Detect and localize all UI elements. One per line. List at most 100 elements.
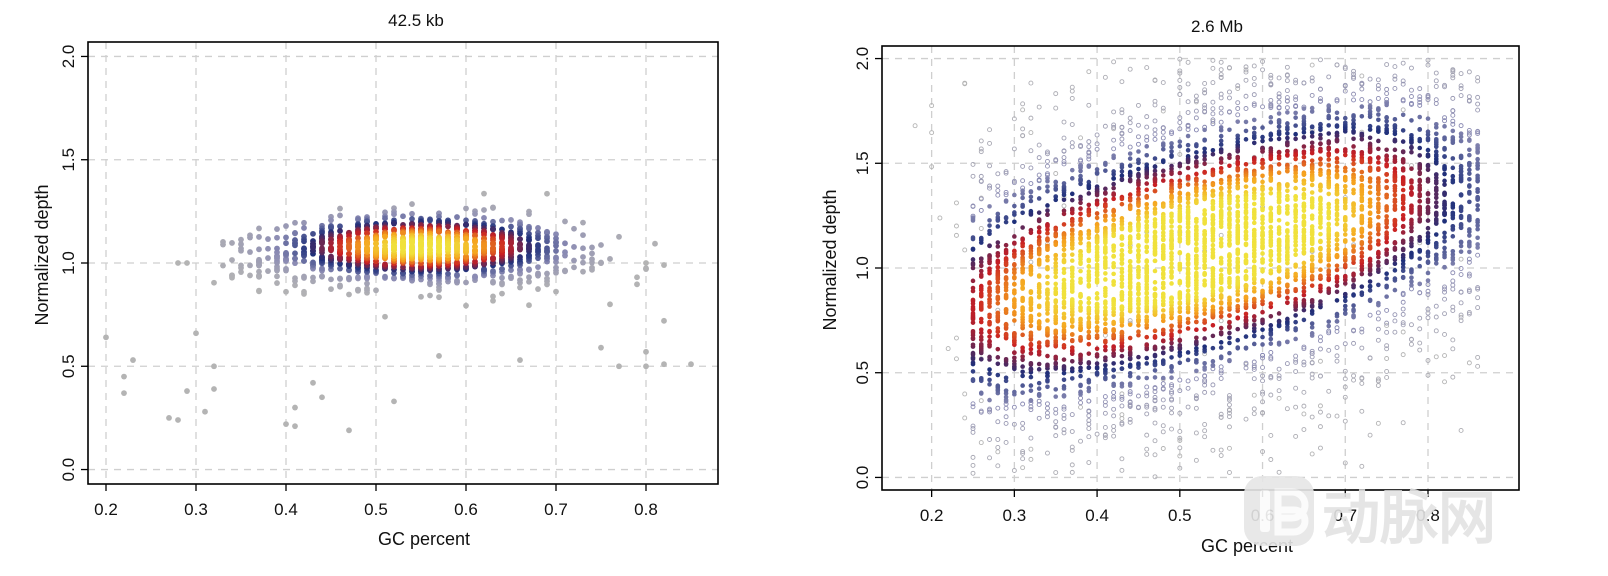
data-point bbox=[1036, 262, 1042, 267]
data-point bbox=[1309, 158, 1315, 163]
data-point bbox=[1003, 242, 1009, 248]
data-point bbox=[1127, 144, 1133, 150]
data-point bbox=[1061, 192, 1067, 198]
data-point bbox=[1351, 190, 1356, 196]
data-point bbox=[1160, 159, 1166, 165]
data-point bbox=[1309, 134, 1315, 139]
data-point bbox=[1136, 174, 1141, 179]
data-point bbox=[1384, 307, 1390, 313]
data-point bbox=[1078, 395, 1083, 401]
data-point bbox=[978, 240, 984, 245]
data-point bbox=[589, 264, 595, 271]
data-point bbox=[1409, 149, 1414, 155]
data-point bbox=[1433, 180, 1439, 186]
data-point bbox=[1227, 185, 1232, 190]
data-point bbox=[1458, 249, 1464, 254]
data-point bbox=[526, 237, 532, 244]
data-point bbox=[1185, 378, 1191, 384]
data-point bbox=[1301, 285, 1307, 291]
data-point bbox=[553, 248, 559, 254]
data-point bbox=[1326, 146, 1332, 152]
data-point bbox=[1417, 171, 1423, 177]
data-point bbox=[1309, 321, 1315, 326]
data-point bbox=[1045, 405, 1050, 411]
data-point bbox=[292, 219, 298, 226]
data-point bbox=[418, 293, 424, 300]
data-point bbox=[1417, 263, 1423, 269]
data-point bbox=[1243, 162, 1249, 167]
data-point bbox=[1400, 149, 1406, 155]
data-point bbox=[553, 231, 559, 238]
data-point bbox=[1285, 110, 1290, 115]
data-point bbox=[580, 268, 586, 275]
data-point bbox=[1069, 469, 1075, 475]
data-point bbox=[517, 266, 523, 273]
data-point bbox=[1103, 375, 1108, 380]
data-point bbox=[1094, 192, 1100, 198]
data-point bbox=[1210, 322, 1216, 328]
data-point bbox=[1227, 295, 1232, 301]
data-point bbox=[1069, 84, 1075, 90]
data-point bbox=[1194, 335, 1199, 341]
data-point bbox=[1392, 268, 1398, 273]
data-point bbox=[995, 192, 1001, 198]
data-point bbox=[1119, 177, 1125, 183]
data-point bbox=[1276, 124, 1282, 129]
data-point bbox=[1400, 196, 1406, 201]
data-point bbox=[1285, 142, 1290, 148]
data-point bbox=[1152, 328, 1158, 334]
data-point bbox=[1285, 316, 1290, 322]
data-point bbox=[661, 317, 667, 324]
data-point bbox=[1359, 207, 1365, 212]
data-point bbox=[1028, 346, 1034, 352]
data-point bbox=[1235, 149, 1241, 154]
data-point bbox=[1012, 355, 1017, 361]
data-point bbox=[1045, 266, 1050, 272]
data-point bbox=[1417, 256, 1423, 261]
data-point bbox=[1251, 135, 1257, 141]
data-point bbox=[1475, 235, 1480, 241]
data-point bbox=[1433, 131, 1439, 137]
data-point bbox=[1144, 124, 1150, 130]
data-point bbox=[301, 288, 307, 295]
data-point bbox=[1475, 107, 1481, 113]
data-point bbox=[987, 371, 992, 377]
data-point bbox=[1020, 261, 1025, 267]
data-point bbox=[1119, 412, 1125, 418]
data-point bbox=[1053, 354, 1059, 360]
data-point bbox=[1433, 144, 1439, 149]
data-point bbox=[1442, 171, 1447, 177]
data-point bbox=[382, 261, 388, 268]
data-point bbox=[1078, 211, 1083, 217]
data-point bbox=[490, 205, 496, 211]
data-point bbox=[1334, 298, 1340, 303]
data-point bbox=[1442, 245, 1447, 251]
data-point bbox=[1003, 356, 1009, 362]
data-point bbox=[463, 253, 469, 260]
data-point bbox=[1417, 86, 1423, 92]
data-point bbox=[1103, 344, 1108, 349]
data-point bbox=[1243, 119, 1249, 125]
data-point bbox=[400, 243, 406, 250]
data-point bbox=[1003, 199, 1009, 204]
data-point bbox=[1351, 373, 1356, 379]
data-point bbox=[1251, 179, 1257, 184]
data-point bbox=[995, 260, 1001, 266]
data-point bbox=[1285, 268, 1290, 273]
data-point bbox=[1392, 312, 1398, 318]
data-point bbox=[1400, 246, 1406, 252]
data-point bbox=[463, 222, 469, 228]
data-point bbox=[1028, 341, 1034, 347]
data-point bbox=[1318, 141, 1323, 147]
data-point bbox=[211, 363, 217, 370]
data-point bbox=[283, 234, 289, 241]
data-point bbox=[1103, 327, 1108, 332]
data-point bbox=[1227, 163, 1232, 169]
data-point bbox=[1202, 80, 1208, 86]
data-point bbox=[1285, 168, 1290, 174]
data-point bbox=[1409, 275, 1414, 280]
data-point bbox=[1442, 353, 1447, 358]
data-point bbox=[1409, 166, 1414, 171]
data-point bbox=[1045, 384, 1050, 390]
data-point bbox=[1028, 446, 1034, 452]
